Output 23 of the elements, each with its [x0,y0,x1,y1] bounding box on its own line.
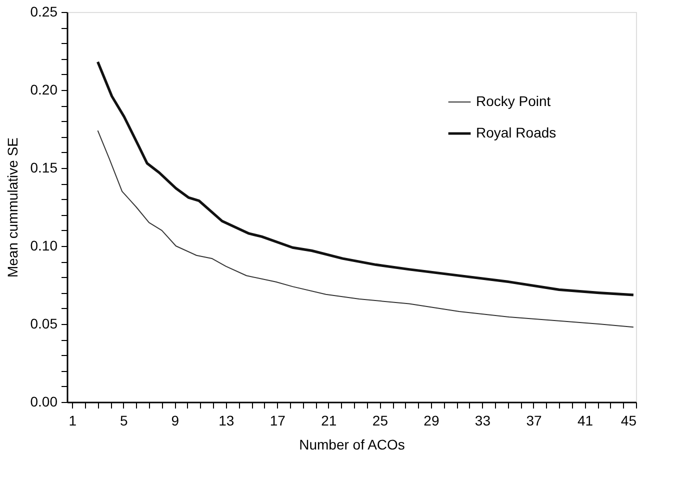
x-tick-label: 37 [526,412,542,428]
x-tick-label: 29 [424,412,440,428]
legend-label: Rocky Point [476,93,551,109]
y-tick-label: 0.20 [30,82,58,98]
x-tick-label: 1 [68,412,77,428]
x-tick-label: 5 [120,412,128,428]
x-tick-label: 25 [372,412,388,428]
y-tick-label: 0.05 [30,316,58,332]
x-tick-label: 9 [171,412,180,428]
x-axis-title: Number of ACOs [299,436,405,452]
y-axis-title: Mean cummulative SE [4,137,20,278]
y-tick-label: 0.15 [30,160,58,176]
legend-label: Royal Roads [476,124,556,140]
y-tick-label: 0.25 [30,4,58,20]
x-tick-label: 17 [270,412,286,428]
y-tick-label: 0.00 [30,394,58,410]
x-tick-label: 21 [321,412,337,428]
x-tick-label: 45 [620,412,637,428]
y-tick-label: 0.10 [30,238,58,254]
x-tick-label: 13 [218,412,234,428]
x-tick-label: 33 [474,412,491,428]
x-tick-label: 41 [577,412,594,428]
line-series [96,60,635,296]
